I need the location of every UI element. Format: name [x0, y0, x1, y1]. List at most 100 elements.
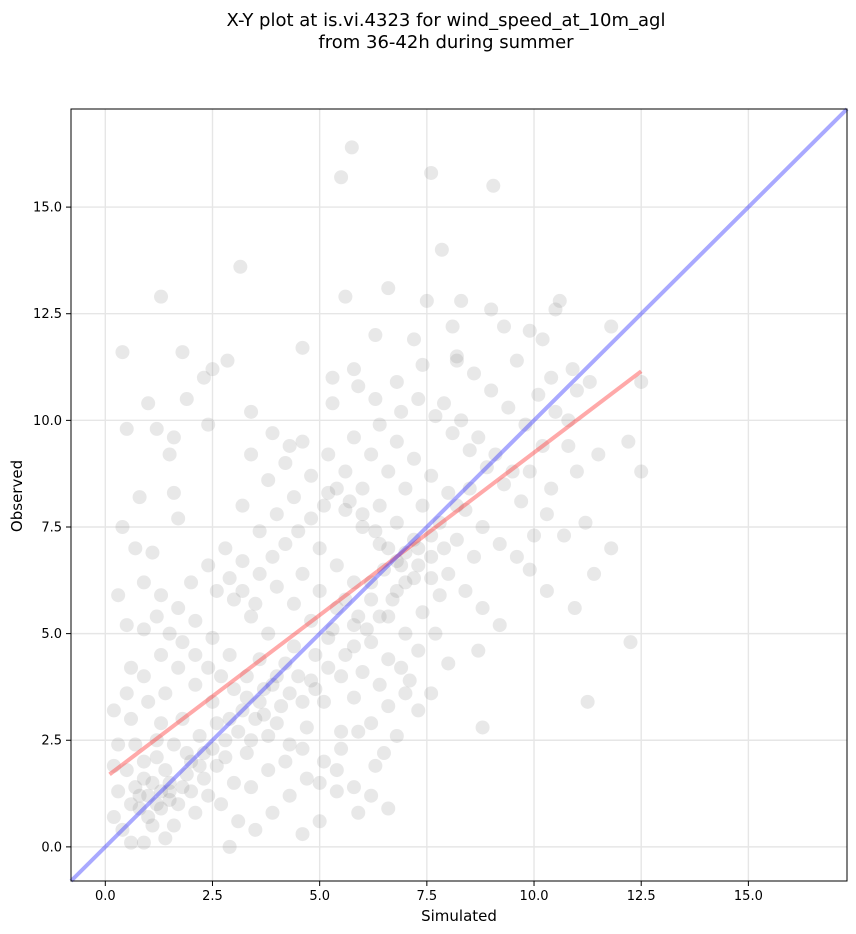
- scatter-point: [295, 566, 310, 581]
- scatter-point: [454, 413, 469, 428]
- scatter-point: [364, 592, 379, 607]
- fit-lines: [69, 107, 849, 883]
- scatter-point: [411, 541, 426, 556]
- scatter-point: [316, 754, 331, 769]
- scatter-point: [128, 737, 143, 752]
- scatter-point: [364, 447, 379, 462]
- scatter-point: [436, 541, 451, 556]
- axis-ticks: 0.0 2.5 5.0 7.5 10.0 12.5 15.0 0.0 2.5 5.0 7.5 10.0…: [33, 201, 763, 904]
- scatter-point: [286, 639, 301, 654]
- scatter-point: [522, 464, 537, 479]
- y-tick-label: 0.0: [41, 840, 62, 855]
- scatter-point: [205, 694, 220, 709]
- scatter-point: [295, 741, 310, 756]
- scatter-point: [162, 447, 177, 462]
- scatter-point: [535, 438, 550, 453]
- scatter-point: [368, 392, 383, 407]
- scatter-point: [406, 571, 421, 586]
- scatter-point: [269, 716, 284, 731]
- scatter-point: [394, 660, 409, 675]
- scatter-point: [509, 549, 524, 564]
- scatter-point: [304, 468, 319, 483]
- scatter-point: [145, 818, 160, 833]
- scatter-point: [265, 805, 280, 820]
- scatter-point: [132, 801, 147, 816]
- scatter-point: [561, 438, 576, 453]
- scatter-point: [188, 677, 203, 692]
- scatter-point: [278, 537, 293, 552]
- scatter-point: [389, 554, 404, 569]
- scatter-point: [256, 682, 271, 697]
- scatter-point: [454, 293, 469, 308]
- scatter-point: [244, 404, 259, 419]
- scatter-point: [475, 720, 490, 735]
- scatter-point: [196, 370, 211, 385]
- scatter-point: [149, 733, 164, 748]
- x-tick-label: 0.0: [95, 889, 116, 904]
- scatter-point: [381, 699, 396, 714]
- scatter-point: [475, 601, 490, 616]
- scatter-point: [214, 669, 229, 684]
- scatter-point: [398, 626, 413, 641]
- chart-title-line-2: from 36-42h during summer: [318, 32, 574, 53]
- scatter-point: [201, 558, 216, 573]
- scatter-point: [389, 374, 404, 389]
- scatter-point: [355, 507, 370, 522]
- scatter-point: [406, 532, 421, 547]
- scatter-point: [467, 549, 482, 564]
- scatter-point: [222, 571, 237, 586]
- scatter-point: [188, 805, 203, 820]
- scatter-point: [434, 242, 449, 257]
- scatter-point: [364, 716, 379, 731]
- scatter-point: [235, 498, 250, 513]
- scatter-point: [415, 498, 430, 513]
- scatter-point: [389, 434, 404, 449]
- scatter-point: [394, 558, 409, 573]
- scatter-point: [141, 788, 156, 803]
- scatter-point: [338, 647, 353, 662]
- scatter-point: [269, 579, 284, 594]
- scatter-point: [175, 635, 190, 650]
- scatter-point: [171, 797, 186, 812]
- scatter-point: [449, 353, 464, 368]
- scatter-point: [364, 575, 379, 590]
- scatter-point: [312, 814, 327, 829]
- scatter-point: [265, 426, 280, 441]
- one-to-one-line: [69, 107, 849, 883]
- scatter-point: [484, 383, 499, 398]
- scatter-point: [278, 456, 293, 471]
- scatter-point: [218, 541, 233, 556]
- scatter-point: [132, 788, 147, 803]
- scatter-point: [171, 601, 186, 616]
- scatter-point: [248, 822, 263, 837]
- scatter-point: [158, 831, 173, 846]
- scatter-point: [136, 575, 151, 590]
- scatter-point: [154, 801, 169, 816]
- scatter-point: [329, 763, 344, 778]
- scatter-point: [428, 409, 443, 424]
- scatter-point: [158, 686, 173, 701]
- scatter-point: [274, 699, 289, 714]
- scatter-point: [424, 468, 439, 483]
- scatter-point: [106, 703, 121, 718]
- scatter-point: [220, 353, 235, 368]
- scatter-point: [539, 583, 554, 598]
- scatter-point: [154, 716, 169, 731]
- chart-title-line-1: X-Y plot at is.vi.4323 for wind_speed_at…: [227, 10, 666, 31]
- scatter-point: [381, 801, 396, 816]
- scatter-point: [548, 302, 563, 317]
- scatter-point: [355, 481, 370, 496]
- scatter-point: [372, 498, 387, 513]
- scatter-point: [128, 541, 143, 556]
- scatter-point: [312, 775, 327, 790]
- scatter-point: [522, 562, 537, 577]
- scatter-point: [261, 473, 276, 488]
- scatter-point: [106, 758, 121, 773]
- scatter-point: [278, 656, 293, 671]
- scatter-point: [179, 746, 194, 761]
- scatter-point: [411, 643, 426, 658]
- scatter-point: [535, 332, 550, 347]
- scatter-point: [372, 417, 387, 432]
- scatter-point: [527, 528, 542, 543]
- scatter-point: [329, 601, 344, 616]
